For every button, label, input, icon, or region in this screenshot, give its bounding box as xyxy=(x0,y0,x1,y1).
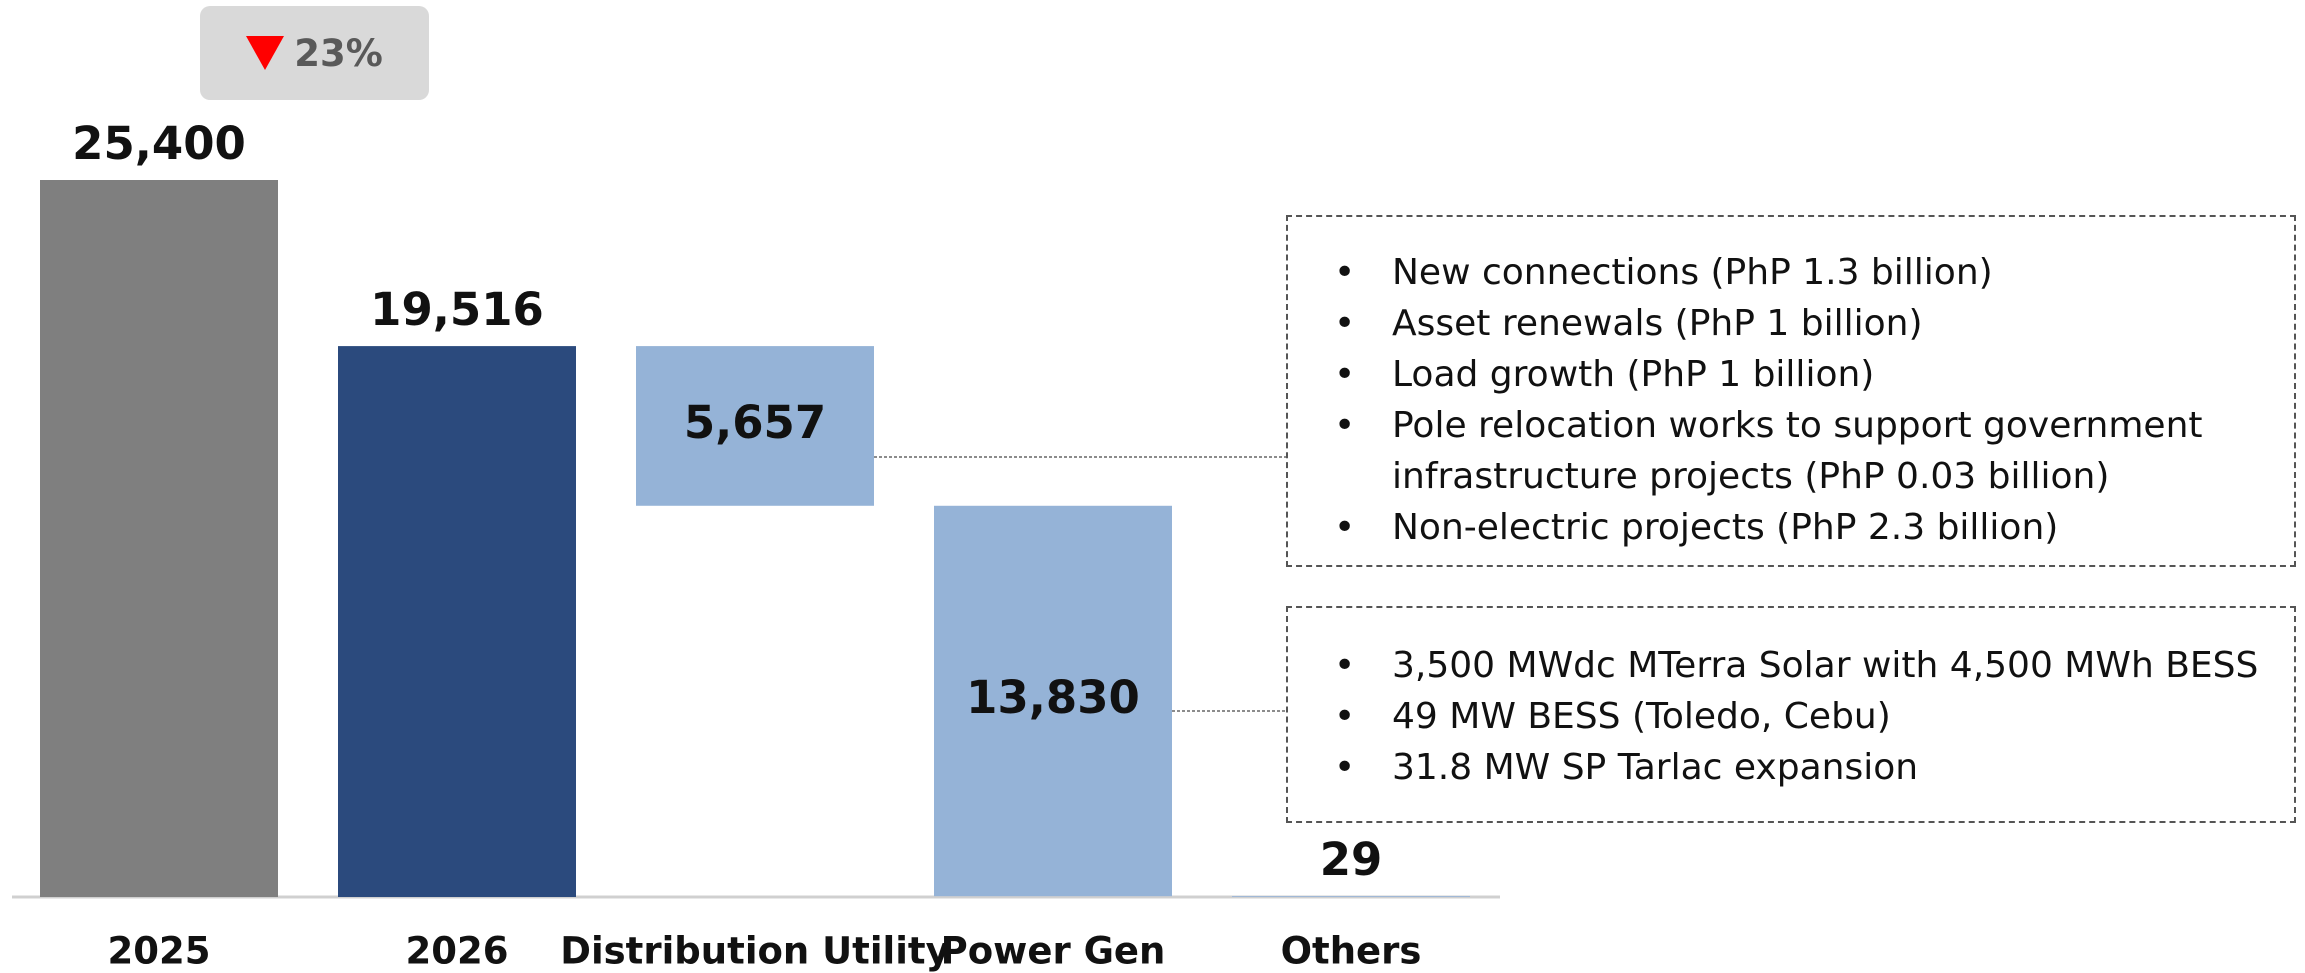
bullet-item: Pole relocation works to support governm… xyxy=(1334,400,2294,502)
bar xyxy=(636,346,874,506)
bar xyxy=(338,346,576,897)
value-label: 5,657 xyxy=(684,396,826,449)
bullet-list: New connections (PhP 1.3 billion)Asset r… xyxy=(1288,247,2294,553)
value-label: 19,516 xyxy=(370,283,544,336)
bar xyxy=(1232,896,1470,897)
x-tick-label: 2026 xyxy=(406,930,509,973)
x-tick-label: Distribution Utility xyxy=(560,930,949,973)
x-tick-label: Power Gen xyxy=(941,930,1166,973)
bar xyxy=(934,505,1172,897)
bullet-item: 31.8 MW SP Tarlac expansion xyxy=(1334,742,2294,793)
badge-label: 23% xyxy=(294,31,383,75)
value-label: 25,400 xyxy=(72,117,246,170)
x-tick-label: Others xyxy=(1281,930,1422,973)
bullet-item: Load growth (PhP 1 billion) xyxy=(1334,349,2294,400)
value-label: 29 xyxy=(1320,833,1383,886)
bullet-item: 3,500 MWdc MTerra Solar with 4,500 MWh B… xyxy=(1334,640,2294,691)
value-label: 13,830 xyxy=(966,671,1140,724)
annotation-box: New connections (PhP 1.3 billion)Asset r… xyxy=(1286,215,2296,567)
down-arrow xyxy=(246,36,285,70)
x-tick-label: 2025 xyxy=(108,930,211,973)
bullet-list: 3,500 MWdc MTerra Solar with 4,500 MWh B… xyxy=(1288,640,2294,793)
change-badge: 23% xyxy=(200,6,429,100)
bullet-item: Non-electric projects (PhP 2.3 billion) xyxy=(1334,502,2294,553)
bullet-item: Asset renewals (PhP 1 billion) xyxy=(1334,298,2294,349)
bullet-item: New connections (PhP 1.3 billion) xyxy=(1334,247,2294,298)
annotation-box: 3,500 MWdc MTerra Solar with 4,500 MWh B… xyxy=(1286,606,2296,823)
bullet-item: 49 MW BESS (Toledo, Cebu) xyxy=(1334,691,2294,742)
bar xyxy=(40,180,278,897)
